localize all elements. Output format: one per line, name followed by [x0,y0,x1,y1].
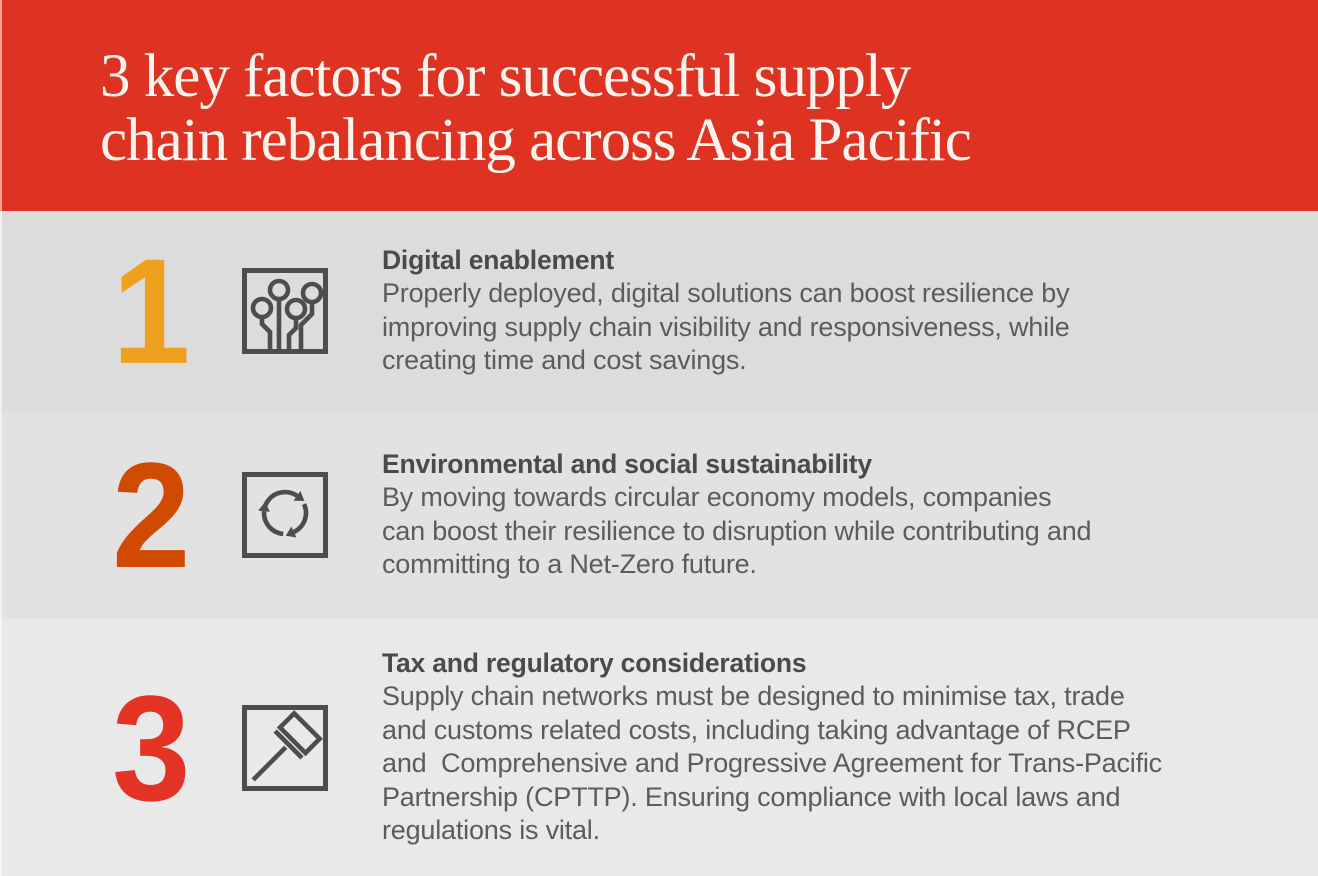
factor-number-3: 3 [112,663,190,832]
header-banner: 3 key factors for successful supply chai… [0,0,1318,211]
icon-frame [240,266,330,356]
factor-title: Digital enablement [382,245,615,276]
icon-frame [240,703,330,793]
factor-body: Properly deployed, digital solutions can… [382,278,1070,376]
left-edge-strip [0,0,2,876]
icon-frame [240,470,330,560]
factor-text-block: Environmental and social sustainability … [382,448,1242,581]
gavel-icon [242,704,328,791]
factor-row-digital-enablement: 1 Digital enablement Properly deployed, … [0,211,1318,411]
factor-body: Supply chain networks must be designed t… [382,681,1162,846]
factor-text-block: Digital enablement Properly deployed, di… [382,244,1242,377]
factor-row-tax-regulatory: 3 Tax and regulatory considerations Supp… [0,619,1318,876]
page-title: 3 key factors for successful supply chai… [100,43,972,174]
recycle-arrows-icon [242,472,328,558]
circuit-board-icon [242,268,328,354]
factor-title: Environmental and social sustainability [382,449,872,480]
factor-number-1: 1 [112,227,190,395]
factor-row-sustainability: 2 Environmental and social sustainabilit… [0,411,1318,619]
factor-text-block: Tax and regulatory considerations Supply… [382,647,1242,847]
factor-number-2: 2 [112,431,190,599]
factor-title: Tax and regulatory considerations [382,648,807,679]
factor-body: By moving towards circular economy model… [382,482,1092,580]
